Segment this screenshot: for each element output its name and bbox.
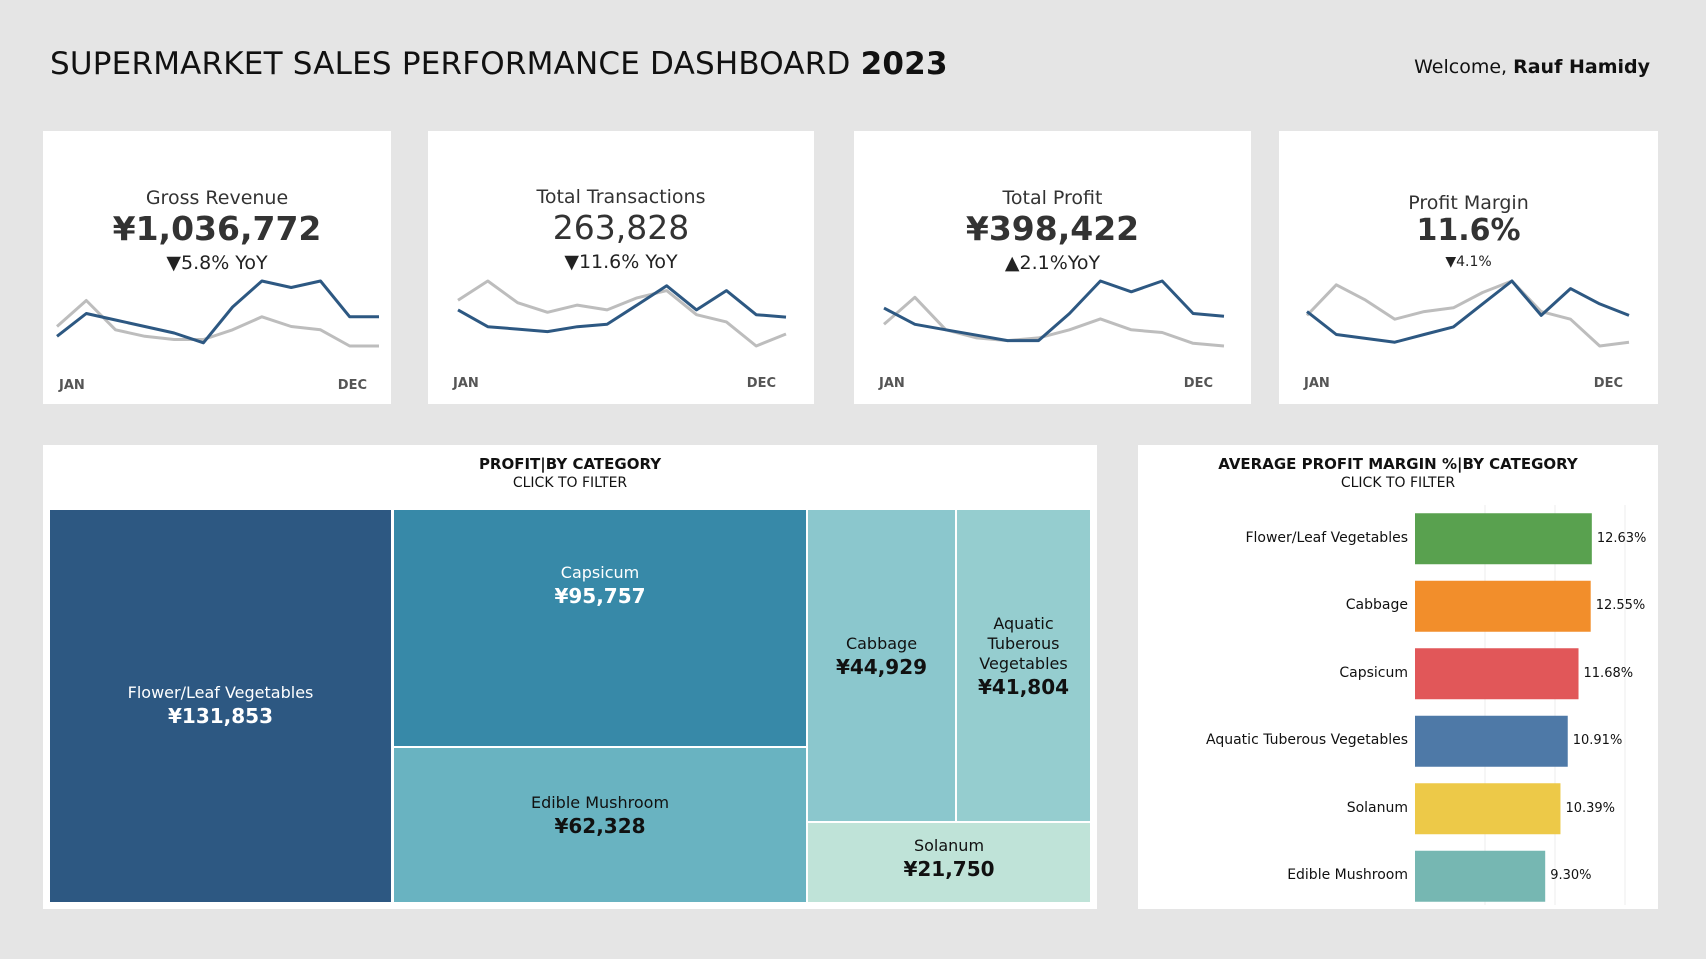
axis-start-label: JAN: [59, 378, 85, 393]
treemap-tile-capsicum[interactable]: Capsicum ¥95,757: [394, 510, 808, 748]
sparkline-previous-year: [457, 279, 787, 348]
bar-chart-header: AVERAGE PROFIT MARGIN %|BY CATEGORY CLIC…: [1138, 455, 1658, 491]
kpi-value: 11.6%: [1416, 213, 1521, 248]
bar-category-label[interactable]: Cabbage: [1345, 597, 1408, 614]
bar[interactable]: [1415, 850, 1546, 902]
kpi-delta: ▼4.1%: [1445, 254, 1492, 270]
bar-chart-subtitle: CLICK TO FILTER: [1340, 475, 1456, 491]
tile-value: ¥41,804: [977, 674, 1070, 699]
kpi-name: Profit Margin: [1408, 192, 1529, 214]
kpi-card-total-profit[interactable]: Total Profit ¥398,422 ▲2.1%YoY JAN DEC: [854, 131, 1251, 404]
kpi-card-total-transactions[interactable]: Total Transactions 263,828 ▼11.6% YoY JA…: [428, 131, 814, 404]
kpi-value: ¥398,422: [965, 209, 1140, 248]
bar-chart-panel: AVERAGE PROFIT MARGIN %|BY CATEGORY CLIC…: [1138, 445, 1658, 909]
bar-category-label[interactable]: Solanum: [1346, 799, 1408, 816]
axis-start-label: JAN: [453, 376, 479, 391]
welcome-message: Welcome, Rauf Hamidy: [1414, 56, 1650, 78]
axis-start-label: JAN: [1304, 376, 1330, 391]
tile-value: ¥62,328: [554, 814, 646, 838]
kpi-sparkline: [1305, 279, 1630, 348]
axis-end-label: DEC: [1593, 376, 1623, 391]
kpi-card-gross-revenue[interactable]: Gross Revenue ¥1,036,772 ▼5.8% YoY JAN D…: [43, 131, 391, 404]
axis-end-label: DEC: [337, 378, 367, 393]
axis-end-label: DEC: [1183, 376, 1213, 391]
bar-category-label[interactable]: Capsicum: [1339, 664, 1408, 681]
tile-label: Solanum: [913, 835, 985, 855]
bar-category-label[interactable]: Edible Mushroom: [1287, 867, 1408, 884]
sparkline-current-year: [883, 279, 1225, 343]
tile-value: ¥21,750: [903, 856, 995, 881]
kpi-card-profit-margin[interactable]: Profit Margin 11.6% ▼4.1% JAN DEC: [1279, 131, 1658, 404]
treemap-tile-flower-leaf-vegetables[interactable]: Flower/Leaf Vegetables ¥131,853: [50, 510, 393, 902]
bar-value-label: 11.68%: [1583, 665, 1634, 681]
sparkline-current-year: [1306, 279, 1630, 344]
bar-value-label: 10.91%: [1572, 733, 1623, 749]
tile-value: ¥95,757: [554, 584, 646, 608]
welcome-prefix: Welcome,: [1414, 56, 1508, 78]
treemap-tile-solanum[interactable]: Solanum ¥21,750: [808, 823, 1090, 902]
axis-end-label: DEC: [746, 376, 776, 391]
kpi-name: Total Transactions: [536, 186, 706, 208]
bar-chart: [1415, 505, 1626, 905]
bar[interactable]: [1415, 648, 1579, 700]
bar[interactable]: [1415, 783, 1561, 835]
sparkline-current-year: [56, 279, 379, 345]
treemap: Flower/Leaf Vegetables ¥131,853 Capsicum…: [50, 510, 1090, 902]
bar-value-label: 12.55%: [1595, 598, 1646, 614]
kpi-name: Total Profit: [1002, 187, 1103, 209]
dashboard-title: SUPERMARKET SALES PERFORMANCE DASHBOARD …: [50, 46, 948, 82]
bar-value-label: 9.30%: [1550, 868, 1592, 884]
bar-chart-title: AVERAGE PROFIT MARGIN %|BY CATEGORY: [1218, 455, 1578, 473]
bar[interactable]: [1415, 580, 1591, 632]
bar-category-label[interactable]: Flower/Leaf Vegetables: [1245, 529, 1408, 546]
axis-start-label: JAN: [879, 376, 905, 391]
title-year: 2023: [860, 46, 948, 82]
treemap-tile-aquatic-tuberous-vegetables[interactable]: Aquatic Tuberous Vegetables ¥41,804: [957, 510, 1090, 823]
treemap-header: PROFIT|BY CATEGORY CLICK TO FILTER: [43, 455, 1097, 491]
bar-category-label[interactable]: Aquatic Tuberous Vegetables: [1206, 732, 1408, 749]
kpi-value: 263,828: [552, 208, 690, 247]
kpi-value: ¥1,036,772: [112, 209, 322, 248]
tile-label: Capsicum: [560, 563, 640, 582]
sparkline-current-year: [457, 284, 787, 334]
kpi-delta: ▲2.1%YoY: [1004, 252, 1101, 274]
treemap-tile-cabbage[interactable]: Cabbage ¥44,929: [808, 510, 957, 823]
tile-label: Edible Mushroom: [530, 793, 670, 812]
treemap-tile-edible-mushroom[interactable]: Edible Mushroom ¥62,328: [394, 748, 808, 902]
tile-label: Flower/Leaf Vegetables: [127, 683, 314, 702]
kpi-delta: ▼5.8% YoY: [166, 252, 268, 274]
sparkline-previous-year: [883, 295, 1225, 348]
bar[interactable]: [1415, 715, 1568, 767]
sparkline-previous-year: [1305, 279, 1630, 348]
kpi-sparkline: [56, 279, 379, 348]
kpi-name: Gross Revenue: [145, 187, 289, 209]
tile-value: ¥131,853: [167, 704, 273, 728]
treemap-panel: PROFIT|BY CATEGORY CLICK TO FILTER Flowe…: [43, 445, 1097, 909]
treemap-subtitle: CLICK TO FILTER: [512, 475, 628, 491]
kpi-delta: ▼11.6% YoY: [564, 251, 678, 273]
user-name: Rauf Hamidy: [1513, 56, 1650, 78]
bar-value-label: 12.63%: [1596, 530, 1647, 546]
tile-value: ¥44,929: [835, 654, 928, 679]
bar-value-label: 10.39%: [1565, 800, 1616, 816]
tile-label: Aquatic Tuberous Vegetables: [979, 613, 1068, 673]
kpi-sparkline: [457, 279, 787, 348]
bar[interactable]: [1415, 513, 1592, 565]
sparkline-previous-year: [56, 299, 379, 348]
tile-label: Cabbage: [845, 633, 918, 653]
treemap-title: PROFIT|BY CATEGORY: [478, 455, 662, 473]
title-main: SUPERMARKET SALES PERFORMANCE DASHBOARD: [50, 46, 851, 82]
kpi-sparkline: [883, 279, 1225, 348]
